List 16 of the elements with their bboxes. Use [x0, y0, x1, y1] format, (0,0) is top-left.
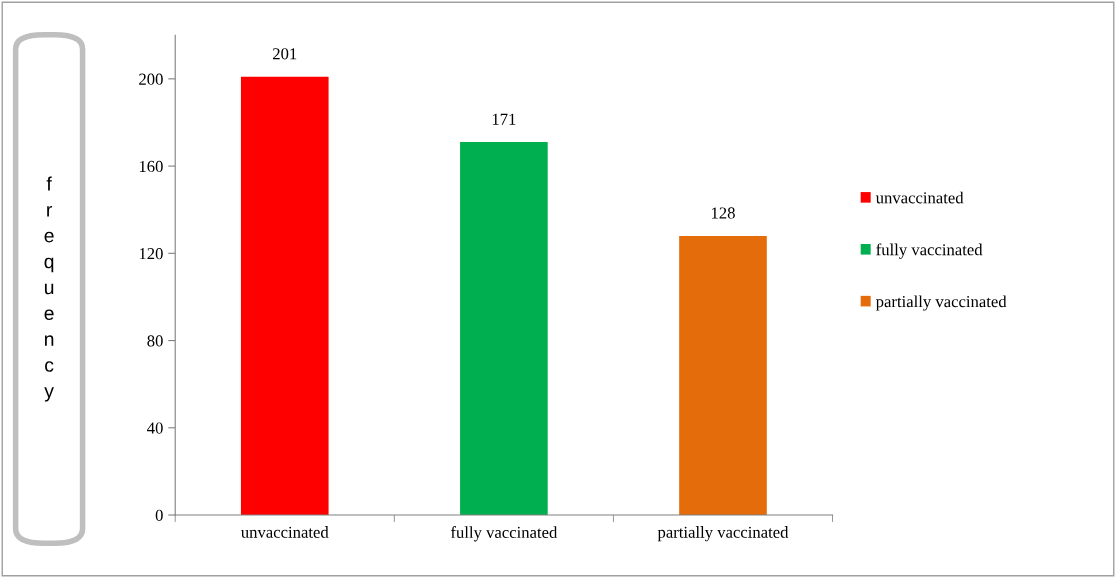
y-tick-label: 0	[155, 509, 163, 521]
y-tick-label: 80	[147, 335, 163, 347]
legend-label: unvaccinated	[875, 191, 964, 204]
x-tick-label: fully vaccinated	[450, 526, 558, 542]
y-tick-label: 160	[139, 160, 163, 173]
x-tick-label: partially vaccinated	[657, 526, 789, 542]
y-tick-label: 40	[147, 422, 163, 434]
y-tick-label: 200	[139, 73, 163, 85]
text: frequency	[44, 176, 54, 402]
data-label: 128	[711, 207, 735, 219]
legend-label: partially vaccinated	[875, 295, 1007, 311]
data-label: 201	[273, 48, 297, 60]
x-tick-label: unvaccinated	[241, 526, 329, 538]
legend-label: fully vaccinated	[876, 243, 983, 259]
data-label: 171	[492, 113, 516, 125]
y-tick-label: 120	[139, 248, 163, 260]
